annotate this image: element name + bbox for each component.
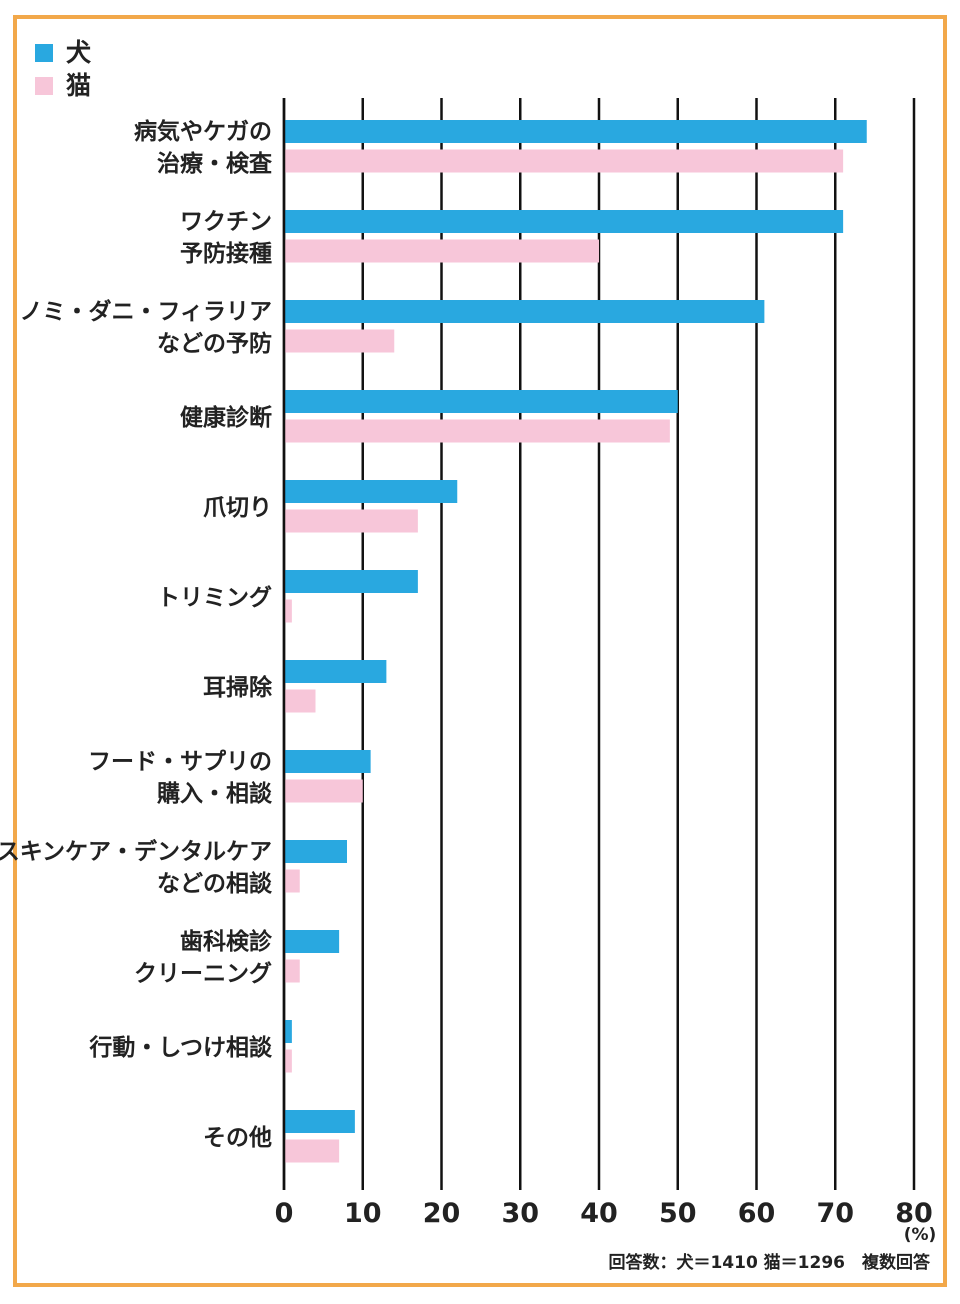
bar xyxy=(284,869,300,893)
y-tick-label: ワクチン xyxy=(180,209,272,235)
bar xyxy=(284,750,371,773)
bar xyxy=(284,300,765,323)
bar xyxy=(284,239,599,263)
bar xyxy=(284,930,340,953)
bar xyxy=(284,959,300,983)
bar xyxy=(284,329,395,353)
bar xyxy=(284,840,347,863)
y-tick-label: スキンケア・デンタルケア xyxy=(0,838,272,865)
note: 回答数：犬＝1410 猫＝1296 複数回答 xyxy=(608,1252,931,1273)
y-tick-label: 病気やケガの xyxy=(134,118,272,145)
y-tick-label: クリーニング xyxy=(134,960,272,987)
legend-swatch xyxy=(35,77,53,95)
bar xyxy=(284,660,387,683)
y-tick-label: 爪切り xyxy=(203,495,272,521)
y-tick-label: などの予防 xyxy=(157,330,272,357)
y-tick-label: 健康診断 xyxy=(180,404,272,431)
bar xyxy=(284,210,844,233)
bar xyxy=(284,149,844,173)
frame xyxy=(13,15,947,1287)
legend-label: 猫 xyxy=(66,71,91,100)
x-tick-label: 0 xyxy=(275,1198,294,1229)
bar xyxy=(284,509,418,533)
bar xyxy=(284,390,678,413)
bar xyxy=(284,570,418,593)
x-tick-label: 80 xyxy=(895,1198,933,1229)
y-tick-label: 予防接種 xyxy=(180,240,272,267)
bar xyxy=(284,689,316,713)
x-tick-label: 70 xyxy=(816,1198,854,1229)
y-tick-label: 購入・相談 xyxy=(157,780,273,807)
y-tick-label: トリミング xyxy=(157,584,272,611)
bar xyxy=(284,599,292,623)
x-tick-label: 20 xyxy=(423,1198,461,1229)
bar xyxy=(284,1020,292,1043)
y-tick-label: 行動・しつけ相談 xyxy=(88,1034,273,1061)
bar xyxy=(284,120,867,143)
bar xyxy=(284,1049,292,1073)
legend-label: 犬 xyxy=(66,38,91,67)
bar xyxy=(284,1110,355,1133)
y-tick-label: 治療・検査 xyxy=(157,150,272,177)
bar xyxy=(284,779,363,803)
y-tick-label: フード・サプリの xyxy=(88,749,272,775)
x-tick-label: 10 xyxy=(344,1198,382,1229)
y-tick-label: ノミ・ダニ・フィラリア xyxy=(19,298,272,325)
bar xyxy=(284,1139,340,1163)
y-tick-label: その他 xyxy=(203,1125,272,1151)
x-tick-label: 60 xyxy=(738,1198,776,1229)
bar xyxy=(284,480,458,503)
y-tick-label: などの相談 xyxy=(157,870,273,897)
unit-label: (%) xyxy=(904,1225,937,1245)
x-tick-label: 40 xyxy=(580,1198,618,1229)
y-tick-label: 歯科検診 xyxy=(180,928,273,955)
x-tick-label: 30 xyxy=(501,1198,539,1229)
legend-swatch xyxy=(35,44,53,62)
y-tick-label: 耳掃除 xyxy=(203,674,273,701)
bar xyxy=(284,419,670,443)
x-tick-label: 50 xyxy=(659,1198,697,1229)
